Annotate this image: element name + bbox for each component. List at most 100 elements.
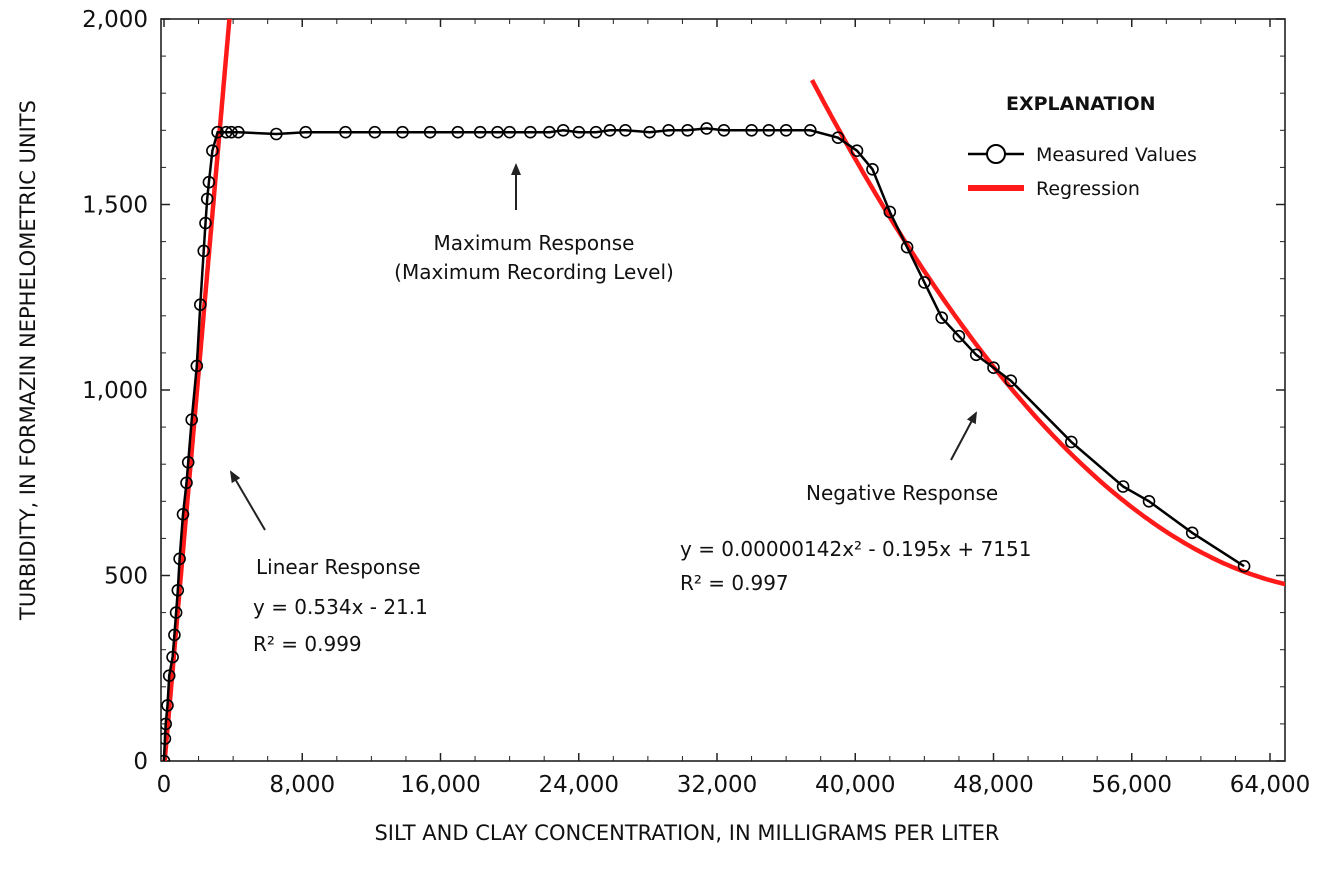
legend-title: EXPLANATION	[1006, 93, 1156, 115]
measured-point	[473, 125, 487, 139]
measured-point	[524, 125, 537, 139]
measured-point	[1116, 480, 1130, 493]
measured-point	[181, 455, 195, 469]
negative-r2: R² = 0.997	[680, 571, 789, 595]
measured-point	[206, 144, 219, 157]
measured-point	[1142, 494, 1156, 508]
y-tick-label: 1,000	[82, 378, 148, 404]
measured-point	[162, 669, 176, 683]
x-tick-label: 24,000	[539, 772, 619, 798]
x-axis-title: SILT AND CLAY CONCENTRATION, IN MILLIGRA…	[374, 821, 999, 845]
measured-point	[269, 127, 283, 141]
negative-arrow	[950, 411, 977, 461]
measured-point	[952, 329, 966, 343]
x-tick-label: 48,000	[953, 772, 1033, 798]
measured-point	[603, 124, 617, 137]
x-tick-label: 56,000	[1092, 772, 1172, 798]
measured-point	[681, 124, 694, 137]
measured-point	[200, 192, 214, 206]
y-tick-label: 0	[133, 749, 148, 775]
measured-point	[700, 122, 713, 135]
annotation-linear: Linear Response y = 0.534x - 21.1 R² = 0…	[229, 470, 428, 656]
legend: EXPLANATION Measured Values Regression	[968, 93, 1197, 200]
measured-point	[900, 240, 914, 254]
measured-point	[745, 124, 758, 137]
measured-point	[161, 754, 171, 761]
linear-title: Linear Response	[256, 555, 421, 579]
measured-point	[197, 244, 210, 258]
legend-regression-label: Regression	[1036, 178, 1140, 200]
measured-point	[1185, 526, 1199, 540]
maximum-title: Maximum Response	[434, 231, 635, 255]
measured-point	[572, 125, 586, 139]
measured-point	[619, 124, 632, 137]
measured-point	[161, 717, 172, 731]
measured-point	[969, 348, 983, 362]
measured-point	[211, 125, 224, 139]
measured-point	[543, 125, 556, 139]
measured-point	[1237, 559, 1251, 573]
x-tick-label: 40,000	[815, 772, 895, 798]
measured-point	[339, 125, 352, 139]
measured-point	[850, 144, 864, 157]
measured-point	[831, 131, 845, 144]
legend-measured-marker	[986, 144, 1006, 164]
y-tick-label: 1,500	[82, 193, 148, 219]
measured-point	[368, 125, 382, 139]
measured-point	[171, 583, 185, 597]
measured-point	[202, 175, 216, 189]
measured-point	[643, 125, 656, 139]
measured-point	[1004, 374, 1018, 388]
measured-point	[451, 125, 465, 139]
measured-point	[918, 276, 931, 289]
measured-point	[173, 552, 186, 566]
measured-point	[169, 606, 183, 619]
y-tick-label: 2,000	[82, 7, 148, 33]
measured-values-series	[161, 122, 1251, 761]
y-tick-label: 500	[104, 564, 148, 590]
x-axis-ticks: 0 8,000 16,000 24,000 32,000 40,000 48,000 56,0…	[157, 19, 1310, 798]
quadratic-regression-line	[810, 79, 1285, 587]
measured-point	[199, 216, 212, 230]
measured-point	[866, 163, 879, 176]
measured-point	[762, 124, 776, 137]
measured-values-line	[162, 127, 1245, 761]
measured-point	[168, 628, 181, 642]
measured-point	[232, 125, 245, 139]
annotation-maximum: Maximum Response (Maximum Recording Leve…	[394, 163, 674, 284]
measured-point	[1065, 435, 1078, 449]
x-tick-label: 32,000	[677, 772, 757, 798]
negative-equation: y = 0.00000142x² - 0.195x + 7151	[680, 537, 1031, 561]
y-axis-title: TURBIDITY, IN FORMAZIN NEPHELOMETRIC UNI…	[16, 100, 40, 621]
maximum-subtitle: (Maximum Recording Level)	[394, 260, 674, 284]
measured-point	[219, 125, 233, 139]
x-tick-label: 16,000	[400, 772, 480, 798]
measured-point	[225, 125, 238, 139]
measured-point	[185, 413, 198, 427]
annotation-negative: Negative Response y = 0.00000142x² - 0.1…	[680, 411, 1031, 595]
measured-point	[662, 124, 675, 137]
y-axis-ticks: 0 500 1,000 1,500 2,000	[82, 7, 1285, 775]
measured-point	[987, 361, 1000, 375]
measured-point	[161, 732, 172, 745]
linear-equation: y = 0.534x - 21.1	[253, 595, 428, 619]
measured-point	[779, 124, 793, 137]
legend-measured-label: Measured Values	[1036, 144, 1197, 166]
x-tick-label: 64,000	[1230, 772, 1310, 798]
measured-point	[194, 298, 207, 312]
measured-point	[717, 124, 731, 137]
x-tick-label: 8,000	[269, 772, 335, 798]
measured-point	[423, 125, 437, 139]
negative-title: Negative Response	[806, 481, 998, 505]
measured-point	[166, 650, 179, 664]
measured-point	[161, 699, 174, 712]
measured-point	[491, 125, 504, 139]
measured-point	[299, 125, 313, 139]
measured-point	[180, 476, 193, 490]
measured-point	[503, 125, 516, 139]
linear-r2: R² = 0.999	[253, 632, 362, 656]
linear-arrow	[229, 470, 266, 531]
measured-point	[589, 125, 603, 139]
